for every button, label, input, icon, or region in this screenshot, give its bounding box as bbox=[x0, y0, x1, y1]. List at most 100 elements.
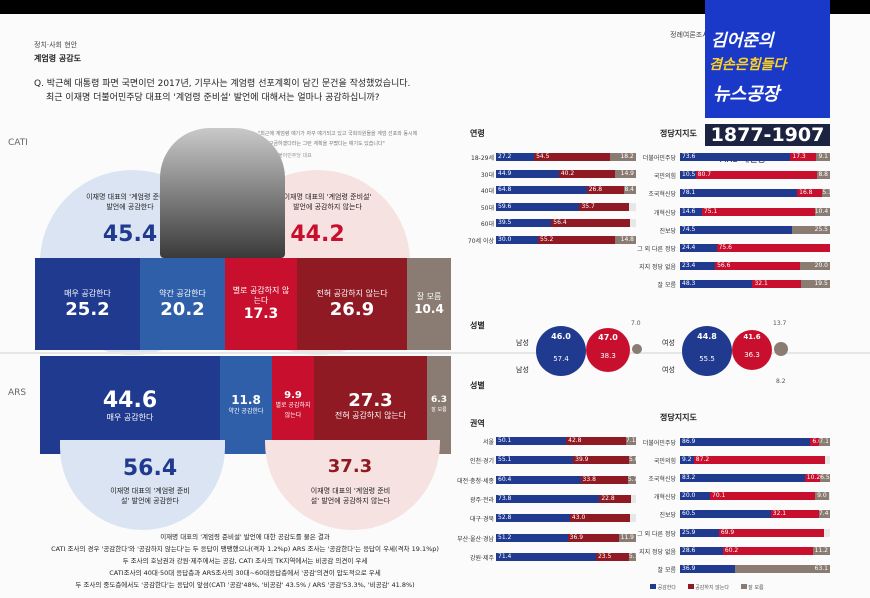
cati-box-label: 약간 공감한다 bbox=[159, 288, 206, 298]
ars-disagree-label: 이재명 대표의 '계엄령 준비설' 발언에 공감하지 않는다 bbox=[310, 487, 391, 505]
bar-segment: 60.2 bbox=[722, 546, 814, 555]
logo-line-2: 겸손은힘들다 bbox=[709, 57, 787, 73]
bar-row: 59.6 35.7 bbox=[496, 202, 636, 211]
bar-segment: 20.0 bbox=[680, 492, 710, 501]
category-label: 18-29세 bbox=[471, 155, 494, 162]
bar-segment: 5.7 bbox=[627, 475, 636, 484]
female-cati-dont-know-value: 13.7 bbox=[773, 320, 787, 327]
bar-row: 36.9 63.1 bbox=[680, 564, 830, 573]
bar-row: 23.4 56.6 20.0 bbox=[680, 262, 830, 271]
bar-segment: 5.1 bbox=[822, 189, 830, 198]
bar-segment: 24.4 bbox=[680, 244, 717, 252]
bar-segment: 28.6 bbox=[680, 546, 723, 555]
bar-segment: 9.1 bbox=[816, 153, 830, 161]
cati-disagree-total: 44.2 bbox=[290, 222, 345, 247]
category-label: 강원·제주 bbox=[470, 554, 494, 562]
female-label-ars: 여성 bbox=[662, 366, 675, 374]
ars-agree-total: 56.4 bbox=[122, 456, 178, 481]
bar-segment: 44.9 bbox=[496, 169, 559, 178]
bar-row: 27.2 54.5 18.2 bbox=[496, 153, 636, 161]
bar-row: 39.5 56.4 bbox=[496, 219, 636, 227]
summary-block: 이재명 대표의 '계엄령 준비설' 발언에 대한 공감도를 물은 결과 CATI… bbox=[30, 531, 460, 591]
quote-line-1: "최근에 계엄령 얘기가 자꾸 얘기되고 있고 국회의원들을 계엄 선포와 동시… bbox=[258, 131, 418, 137]
bar-segment: 23.5 bbox=[595, 552, 629, 561]
category-label: 개혁신당 bbox=[653, 494, 676, 502]
bar-segment: 30.0 bbox=[496, 235, 538, 244]
top-black-bar bbox=[0, 0, 870, 14]
category-label: 진보당 bbox=[659, 512, 676, 520]
bar-segment: 50.1 bbox=[496, 437, 567, 445]
cati-box-label: 전혀 공감하지 않는다 bbox=[316, 288, 388, 298]
ars-box-value: 9.9 bbox=[284, 389, 302, 401]
bar-segment: 42.8 bbox=[566, 437, 627, 445]
bar-segment: 6.0 bbox=[810, 438, 820, 446]
bar-segment: 11.2 bbox=[813, 546, 830, 555]
bar-segment: 6.5 bbox=[820, 474, 830, 483]
bar-segment: 26.8 bbox=[586, 186, 625, 194]
bar-row: 78.1 16.8 5.1 bbox=[680, 189, 830, 198]
bar-segment: 73.6 bbox=[680, 153, 791, 161]
bar-row: 52.8 43.0 bbox=[496, 514, 636, 523]
male-cati-disagree-circle: 47.0 38.3 bbox=[586, 328, 630, 372]
bar-segment: 55.2 bbox=[538, 235, 616, 244]
summary-line: 두 조사의 호남권과 강원·제주에서는 공감, CATI 조사의 TK지역에서는… bbox=[122, 557, 368, 565]
bar-segment: 60.5 bbox=[680, 510, 771, 519]
bar-segment: 14.8 bbox=[615, 235, 636, 244]
bar-row: 86.96.07.1 bbox=[680, 438, 830, 446]
ars-box-strongly-agree: 44.6 매우 공감한다 bbox=[40, 356, 220, 454]
category-label: 30대 bbox=[480, 171, 494, 179]
quote-line-2: 체포·구금하겠다라는 그런 계획을 꾸몄다는 얘기도 있습니다" bbox=[258, 141, 385, 147]
mid-divider bbox=[0, 352, 870, 354]
category-label: 인천·경기 bbox=[470, 458, 494, 466]
cati-agree-total: 45.4 bbox=[102, 222, 158, 247]
bar-segment: 22.8 bbox=[599, 494, 632, 503]
female-cati-agree-value: 44.8 bbox=[697, 331, 717, 341]
ars-box-label: 약간 공감한다 bbox=[228, 408, 264, 415]
category-label: 그 외 다른 정당 bbox=[637, 246, 676, 253]
bar-segment: 48.3 bbox=[680, 280, 753, 289]
ars-box-somewhat-disagree: 9.9 별로 공감하지 않는다 bbox=[272, 356, 314, 454]
bar-row: 64.8 26.8 8.4 bbox=[496, 186, 636, 194]
age-chart: 18-29세 27.2 54.5 18.2 30대 44.9 40.2 14.9 40대 64.8… bbox=[458, 0, 638, 598]
ars-box-value: 11.8 bbox=[231, 393, 261, 407]
cati-disagree-label: 이재명 대표의 '계엄령 준비설' 발언에 공감하지 않는다 bbox=[283, 193, 372, 211]
female-ars-agree-value: 55.5 bbox=[699, 354, 715, 363]
bar-segment: 71.4 bbox=[496, 552, 596, 561]
bar-row: 60.4 33.8 5.7 bbox=[496, 475, 636, 484]
bar-row: 73.6 17.3 9.1 bbox=[680, 153, 830, 161]
bar-segment: 75.1 bbox=[701, 207, 815, 216]
male-cati-disagree-value: 47.0 bbox=[598, 332, 618, 342]
ars-agree-label: 이재명 대표의 '계엄령 준비설' 발언에 공감한다 bbox=[110, 487, 190, 505]
category-label: 조국혁신당 bbox=[648, 476, 676, 484]
bar-row: 48.3 32.1 19.5 bbox=[680, 280, 830, 289]
bar-row: 28.6 60.2 11.2 bbox=[680, 546, 830, 555]
bar-segment: 86.9 bbox=[680, 438, 811, 446]
bar-row: 20.0 70.1 9.0 bbox=[680, 492, 830, 501]
bar-segment: 23.4 bbox=[680, 262, 716, 271]
category-label: 잘 모름 bbox=[657, 566, 676, 574]
party-cati-chart: 더불어민주당 73.6 17.3 9.1 국민의힘 10.5 80.7 8.8 조국혁신당 78.… bbox=[632, 0, 832, 598]
bar-segment: 56.6 bbox=[715, 262, 800, 271]
bar-row: 30.0 55.2 14.8 bbox=[496, 235, 636, 244]
bar-segment: 16.8 bbox=[797, 189, 823, 198]
question-line-2: 최근 이재명 더불어민주당 대표의 '계엄령 준비설' 발언에 대해서는 얼마나… bbox=[46, 93, 380, 103]
gender-title-bottom: 성별 bbox=[470, 381, 485, 390]
male-ars-agree-value: 57.4 bbox=[553, 354, 569, 363]
male-ars-disagree-value: 38.3 bbox=[600, 351, 616, 360]
male-label-ars: 남성 bbox=[516, 366, 529, 374]
cati-box-dont-know: 잘 모름 10.4 bbox=[407, 258, 451, 350]
category-label: 대구·경북 bbox=[470, 516, 494, 524]
summary-line: CATI조사의 40대·50대 응답층과 ARS조사의 30대~60대응답층에서… bbox=[109, 569, 381, 577]
bar-segment: 43.0 bbox=[569, 514, 631, 523]
gender-title-top: 성별 bbox=[470, 321, 485, 330]
legend-disagree: 공감하지 않는다 bbox=[695, 585, 729, 591]
party-ars-chart: 더불어민주당 86.96.07.1 국민의힘 9.287.2 조국혁신당 83.210.2… bbox=[632, 0, 832, 598]
bar-segment: 25.9 bbox=[680, 528, 719, 537]
bar-segment: 75.6 bbox=[716, 244, 830, 252]
cati-box-strongly-agree: 매우 공감한다 25.2 bbox=[35, 258, 140, 350]
bar-segment: 54.5 bbox=[534, 153, 611, 161]
cati-box-label: 잘 모름 bbox=[416, 292, 442, 301]
bar-segment: 35.7 bbox=[579, 202, 630, 211]
channel-logo: 김어준의 겸손은힘들다 뉴스공장 bbox=[705, 0, 830, 118]
